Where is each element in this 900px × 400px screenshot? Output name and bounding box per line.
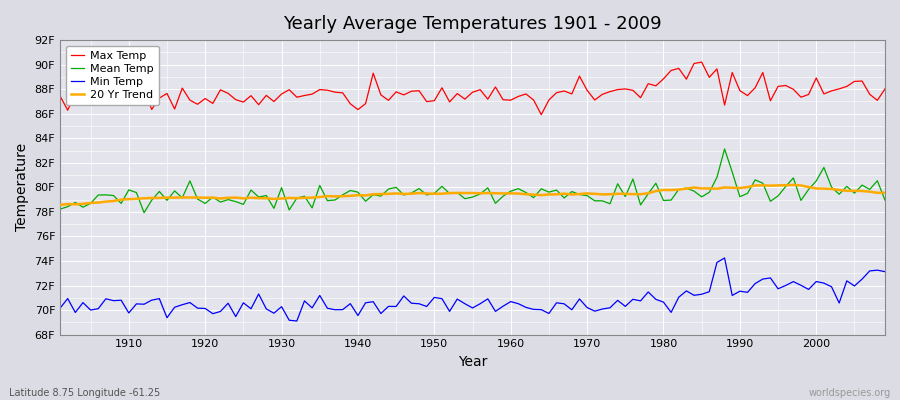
- Min Temp: [338, 307, 348, 312]
- Max Temp: [116, 94, 127, 99]
- 20 Yr Trend: [788, 182, 798, 187]
- Mean Temp: [879, 198, 890, 202]
- Max Temp: [498, 97, 508, 102]
- Title: Yearly Average Temperatures 1901 - 2009: Yearly Average Temperatures 1901 - 2009: [284, 15, 662, 33]
- 20 Yr Trend: [55, 202, 66, 207]
- Max Temp: [329, 90, 340, 94]
- Min Temp: [55, 306, 66, 311]
- Y-axis label: Temperature: Temperature: [15, 143, 29, 232]
- Max Temp: [605, 89, 616, 94]
- Line: Mean Temp: Mean Temp: [60, 149, 885, 213]
- Min Temp: [505, 299, 516, 304]
- Legend: Max Temp, Mean Temp, Min Temp, 20 Yr Trend: Max Temp, Mean Temp, Min Temp, 20 Yr Tre…: [66, 46, 159, 105]
- Min Temp: [605, 305, 616, 310]
- Mean Temp: [116, 201, 127, 206]
- 20 Yr Trend: [505, 191, 516, 196]
- 20 Yr Trend: [597, 192, 608, 197]
- Min Temp: [513, 301, 524, 306]
- Mean Temp: [513, 186, 524, 191]
- 20 Yr Trend: [498, 191, 508, 196]
- Max Temp: [879, 86, 890, 91]
- Mean Temp: [139, 210, 149, 215]
- Mean Temp: [338, 192, 348, 197]
- Max Temp: [55, 94, 66, 98]
- Mean Temp: [605, 201, 616, 206]
- Max Temp: [284, 87, 294, 92]
- Text: worldspecies.org: worldspecies.org: [809, 388, 891, 398]
- X-axis label: Year: Year: [458, 355, 487, 369]
- Mean Temp: [55, 207, 66, 212]
- 20 Yr Trend: [284, 196, 294, 200]
- Min Temp: [292, 319, 302, 324]
- Line: 20 Yr Trend: 20 Yr Trend: [60, 185, 885, 205]
- Max Temp: [697, 60, 707, 64]
- 20 Yr Trend: [879, 190, 890, 195]
- Mean Temp: [505, 189, 516, 194]
- Min Temp: [284, 318, 294, 323]
- Mean Temp: [719, 146, 730, 151]
- 20 Yr Trend: [329, 194, 340, 199]
- Text: Latitude 8.75 Longitude -61.25: Latitude 8.75 Longitude -61.25: [9, 388, 160, 398]
- Mean Temp: [292, 196, 302, 200]
- Min Temp: [719, 256, 730, 260]
- Min Temp: [116, 298, 127, 303]
- Max Temp: [536, 112, 546, 117]
- 20 Yr Trend: [116, 197, 127, 202]
- Line: Min Temp: Min Temp: [60, 258, 885, 321]
- Min Temp: [879, 269, 890, 274]
- Line: Max Temp: Max Temp: [60, 62, 885, 115]
- Max Temp: [505, 98, 516, 102]
